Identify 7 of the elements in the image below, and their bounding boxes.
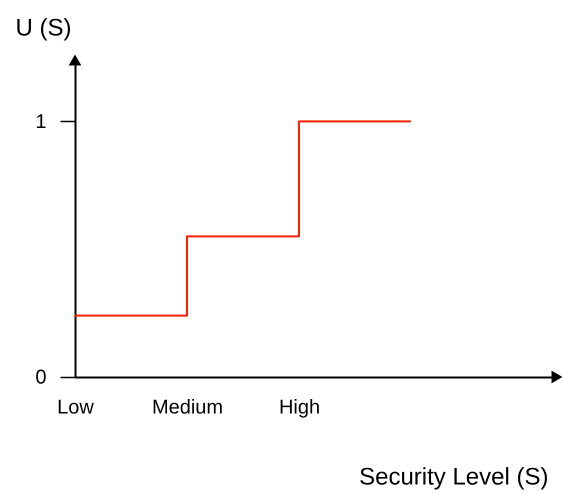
y-axis-title: U (S) — [16, 14, 72, 42]
x-tick-label: High — [278, 396, 320, 418]
y-tick-label: 0 — [35, 366, 46, 388]
x-tick-label: Medium — [152, 396, 224, 418]
x-tick-label: Low — [57, 396, 94, 418]
y-tick-label: 1 — [35, 110, 46, 133]
x-axis-title: Security Level (S) — [359, 464, 548, 490]
